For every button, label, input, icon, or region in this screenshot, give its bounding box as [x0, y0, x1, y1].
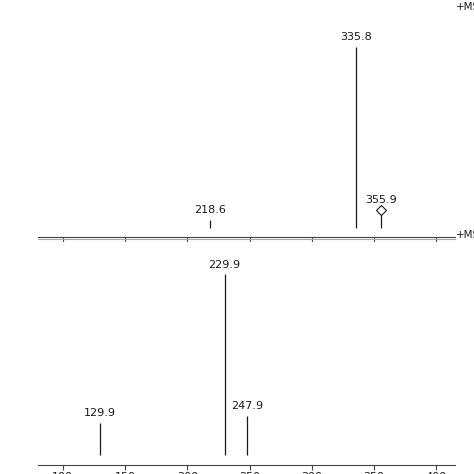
Text: 229.9: 229.9: [209, 260, 241, 270]
Text: 335.8: 335.8: [340, 32, 372, 42]
Text: 247.9: 247.9: [231, 401, 263, 411]
Text: 355.9: 355.9: [365, 195, 397, 205]
Text: 218.6: 218.6: [194, 205, 227, 215]
Text: +MS2(2: +MS2(2: [456, 229, 474, 239]
Text: +MS2(2: +MS2(2: [456, 2, 474, 12]
Text: 129.9: 129.9: [84, 408, 116, 419]
